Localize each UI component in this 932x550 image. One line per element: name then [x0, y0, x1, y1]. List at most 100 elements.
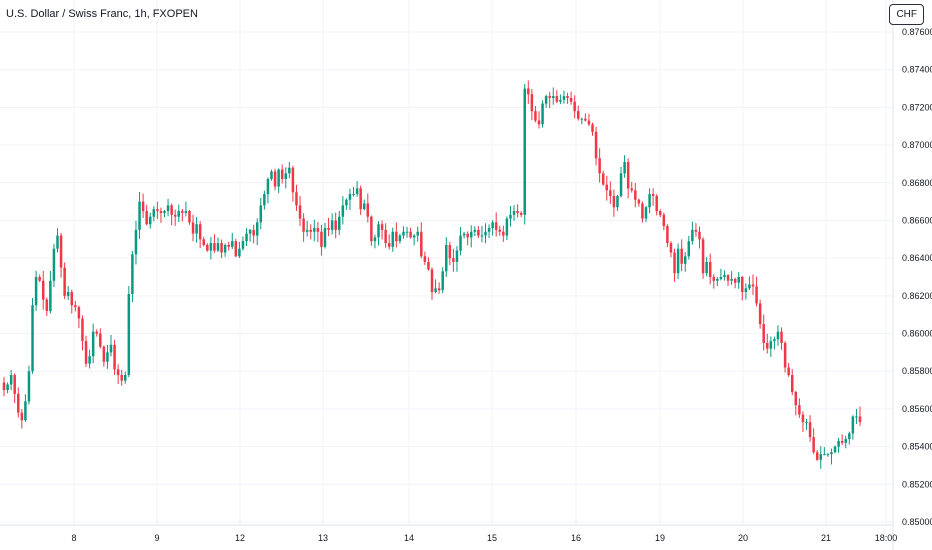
candle-body	[576, 111, 580, 119]
candle-body	[494, 222, 498, 230]
candle-body	[234, 241, 238, 257]
y-tick-label: 0.85400	[902, 442, 932, 452]
candle-body	[569, 97, 573, 102]
candle-body	[837, 440, 840, 447]
y-tick-label: 0.85200	[902, 479, 932, 489]
candle-body	[805, 422, 808, 424]
candle-body	[780, 331, 783, 343]
candle-body	[309, 229, 312, 232]
candle-body	[209, 243, 213, 251]
candle-body	[559, 99, 562, 102]
candle-body	[255, 222, 259, 236]
candle-body	[402, 231, 405, 236]
candle-body	[683, 256, 687, 264]
candle-body	[705, 261, 708, 274]
candle-body	[519, 212, 523, 215]
candle-body	[63, 267, 66, 296]
candle-body	[623, 162, 626, 174]
candle-body	[252, 229, 255, 236]
candle-body	[113, 344, 116, 370]
candle-body	[141, 201, 145, 212]
candle-body	[766, 342, 769, 349]
candle-body	[273, 171, 277, 187]
candle-body	[794, 391, 798, 406]
candle-body	[605, 184, 609, 191]
candle-body	[573, 101, 576, 112]
candle-body	[412, 235, 416, 238]
candle-body	[338, 216, 341, 230]
candle-body	[74, 305, 77, 308]
candle-body	[730, 278, 733, 281]
candle-body	[56, 235, 59, 249]
candle-body	[213, 243, 216, 251]
candle-body	[138, 201, 141, 230]
candle-body	[616, 195, 619, 208]
candle-body	[840, 440, 844, 443]
candle-body	[634, 190, 637, 200]
candle-body	[687, 241, 691, 257]
candle-body	[320, 231, 323, 247]
candle-body	[416, 231, 419, 236]
candle-body	[801, 414, 805, 423]
candle-body	[31, 305, 34, 372]
candle-body	[434, 288, 437, 293]
y-tick-label: 0.87000	[902, 140, 932, 150]
candle-body	[298, 205, 302, 219]
y-tick-label: 0.86800	[902, 178, 932, 188]
y-tick-label: 0.86400	[902, 253, 932, 263]
candle-body	[527, 88, 530, 95]
candle-body	[737, 277, 740, 283]
candle-body	[170, 205, 173, 215]
candle-body	[430, 269, 434, 293]
y-tick-label: 0.85600	[902, 404, 932, 414]
candle-body	[651, 194, 655, 196]
candle-body	[462, 233, 466, 236]
candle-body	[644, 207, 648, 219]
candle-body	[701, 239, 705, 274]
candle-body	[748, 284, 751, 289]
candle-body	[437, 288, 441, 291]
candle-body	[391, 231, 395, 247]
candle-body	[751, 284, 755, 287]
candle-body	[619, 173, 623, 196]
candle-body	[148, 216, 152, 225]
candle-body	[352, 194, 355, 196]
currency-badge[interactable]: CHF	[889, 4, 924, 25]
candle-body	[698, 231, 701, 240]
candle-body	[280, 169, 284, 179]
candle-body	[626, 162, 630, 189]
candle-body	[848, 433, 851, 440]
candle-body	[787, 367, 790, 375]
candle-body	[95, 331, 98, 334]
candle-body	[680, 248, 683, 264]
candle-body	[163, 211, 166, 213]
candle-body	[88, 356, 91, 364]
candle-body	[452, 258, 455, 262]
candle-body	[548, 96, 551, 98]
candle-body	[313, 228, 316, 232]
candle-body	[348, 194, 352, 200]
candle-body	[370, 216, 373, 242]
candle-body	[152, 209, 156, 217]
candle-body	[380, 224, 384, 230]
candle-body	[38, 277, 41, 281]
x-tick-label: 8	[71, 533, 76, 543]
candle-body	[270, 171, 273, 179]
candle-body	[366, 203, 370, 217]
x-tick-label: 19	[655, 533, 665, 543]
candle-body	[423, 256, 427, 262]
candles	[2, 80, 862, 469]
candle-body	[330, 220, 334, 230]
candle-body	[291, 167, 295, 193]
candle-body	[783, 342, 787, 368]
x-tick-label: 9	[154, 533, 159, 543]
candle-body	[812, 437, 815, 453]
candle-body	[445, 244, 448, 272]
candle-body	[601, 173, 605, 185]
candle-body	[648, 194, 651, 208]
candle-body	[505, 218, 509, 236]
candle-body	[241, 241, 245, 249]
y-tick-label: 0.87600	[902, 27, 932, 37]
